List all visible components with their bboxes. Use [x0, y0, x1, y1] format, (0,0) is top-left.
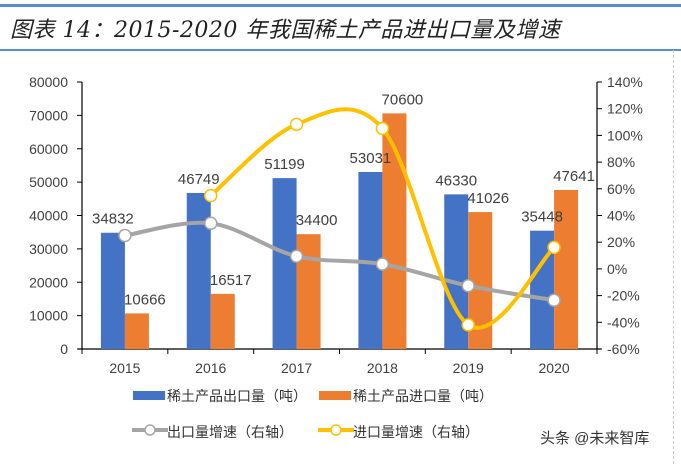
- import-data-label: 34400: [296, 212, 338, 229]
- left-axis-tick-label: 10000: [29, 308, 68, 324]
- import-data-label: 16517: [210, 272, 252, 289]
- import-growth-marker: [461, 318, 475, 332]
- title-top-rule: [0, 4, 681, 7]
- left-axis-tick-label: 80000: [29, 74, 68, 90]
- left-axis-tick-label: 40000: [29, 208, 68, 224]
- x-axis-tick-label: 2016: [195, 360, 226, 376]
- export-growth-marker: [118, 228, 132, 243]
- import-bar: [554, 189, 579, 349]
- right-axis-tick-label: 140%: [607, 74, 643, 90]
- import-growth-marker: [204, 188, 218, 203]
- import-growth-marker: [547, 240, 561, 255]
- x-axis-tick-label: 2020: [539, 360, 570, 376]
- legend-marker-import-growth: [318, 424, 354, 436]
- import-data-label: 47641: [553, 168, 595, 185]
- x-axis-tick-label: 2017: [281, 360, 312, 376]
- frame-border: [673, 50, 674, 464]
- watermark: 头条 @未来智库: [540, 430, 650, 447]
- left-axis-tick-label: 50000: [29, 174, 68, 190]
- legend-label-export: 稀土产品出口量（吨）: [167, 388, 307, 404]
- title-bottom-rule: [0, 49, 681, 51]
- right-axis-tick-label: 40%: [607, 208, 635, 224]
- right-axis-tick-label: -60%: [607, 341, 640, 357]
- export-data-label: 51199: [264, 156, 305, 173]
- import-growth-marker: [375, 121, 390, 136]
- import-data-label: 10666: [124, 291, 166, 308]
- export-data-label: 46749: [178, 171, 220, 188]
- export-growth-marker: [204, 216, 218, 230]
- x-axis-tick-label: 2019: [453, 360, 484, 376]
- export-growth-marker: [547, 293, 561, 308]
- legend-label-import: 稀土产品进口量（吨）: [353, 388, 493, 404]
- export-growth-marker: [461, 278, 475, 293]
- right-axis-tick-label: 20%: [607, 234, 635, 250]
- export-growth-marker: [289, 249, 304, 263]
- export-data-label: 53031: [350, 150, 392, 167]
- right-axis-tick-label: 80%: [607, 154, 635, 170]
- left-axis-tick-label: 30000: [29, 241, 68, 257]
- export-growth-marker: [375, 257, 390, 271]
- right-axis-tick-label: -40%: [607, 314, 640, 330]
- export-data-label: 34832: [92, 211, 134, 228]
- import-data-label: 70600: [382, 91, 424, 108]
- right-axis-tick-label: -20%: [607, 288, 640, 304]
- import-growth-line: [209, 107, 556, 330]
- legend-swatch-export: [133, 391, 165, 400]
- export-data-label: 35448: [521, 209, 563, 226]
- export-bar: [272, 178, 297, 349]
- left-axis-tick-label: 70000: [29, 107, 68, 123]
- export-bar: [100, 232, 125, 349]
- right-axis-tick-label: 0%: [607, 261, 627, 277]
- import-data-label: 41026: [467, 190, 509, 207]
- right-axis-tick-label: 60%: [607, 181, 635, 197]
- right-axis-tick-label: 120%: [607, 101, 643, 117]
- export-bar: [186, 192, 211, 349]
- x-axis-tick-label: 2018: [367, 360, 398, 376]
- legend-label-import-growth: 进口量增速（右轴）: [353, 424, 479, 440]
- export-data-label: 46330: [435, 172, 477, 189]
- right-axis-tick-label: 100%: [607, 127, 643, 143]
- left-axis-tick-label: 0: [60, 341, 68, 357]
- legend-marker-export-growth: [132, 424, 168, 436]
- left-axis-tick-label: 20000: [29, 274, 68, 290]
- export-growth-line: [124, 220, 555, 303]
- chart-title: 图表 14：2015-2020 年我国稀土产品进出口量及增速: [10, 18, 561, 43]
- legend-label-export-growth: 出口量增速（右轴）: [167, 424, 293, 440]
- x-axis-tick-label: 2015: [109, 360, 140, 376]
- left-axis-tick-label: 60000: [29, 141, 68, 157]
- import-bar: [210, 293, 235, 349]
- import-growth-marker: [289, 117, 304, 132]
- import-bar: [124, 313, 149, 349]
- legend-swatch-import: [319, 391, 351, 400]
